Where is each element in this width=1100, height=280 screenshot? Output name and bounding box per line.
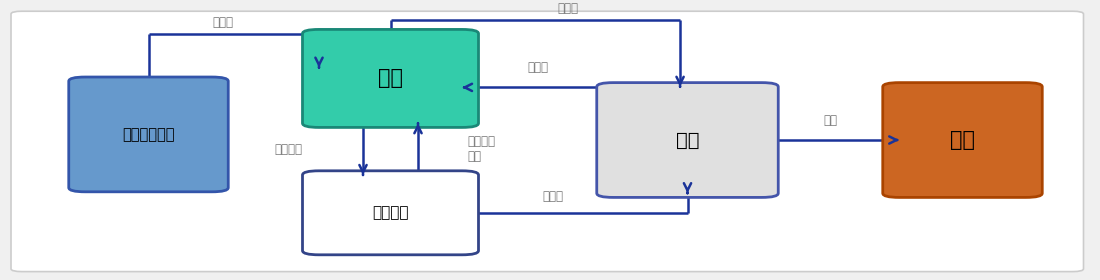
Text: 一時停止: 一時停止	[372, 205, 409, 220]
Text: 削除: 削除	[824, 114, 837, 127]
Text: 無効化: 無効化	[558, 2, 579, 15]
FancyBboxPatch shape	[882, 83, 1043, 197]
FancyBboxPatch shape	[302, 29, 478, 127]
FancyBboxPatch shape	[69, 77, 229, 192]
Text: 無効化: 無効化	[542, 190, 563, 202]
Text: 無効: 無効	[675, 130, 700, 150]
FancyBboxPatch shape	[596, 83, 779, 197]
Text: 有効化: 有効化	[527, 61, 548, 74]
Text: 有効: 有効	[378, 68, 403, 88]
FancyBboxPatch shape	[302, 171, 478, 255]
Text: 一時停止
解除: 一時停止 解除	[468, 135, 495, 163]
Text: 削除: 削除	[950, 130, 975, 150]
Text: 有効化: 有効化	[212, 16, 233, 29]
FancyBboxPatch shape	[11, 11, 1084, 272]
Text: 一時停止: 一時停止	[275, 143, 302, 156]
Text: デバイス登録: デバイス登録	[122, 127, 175, 142]
